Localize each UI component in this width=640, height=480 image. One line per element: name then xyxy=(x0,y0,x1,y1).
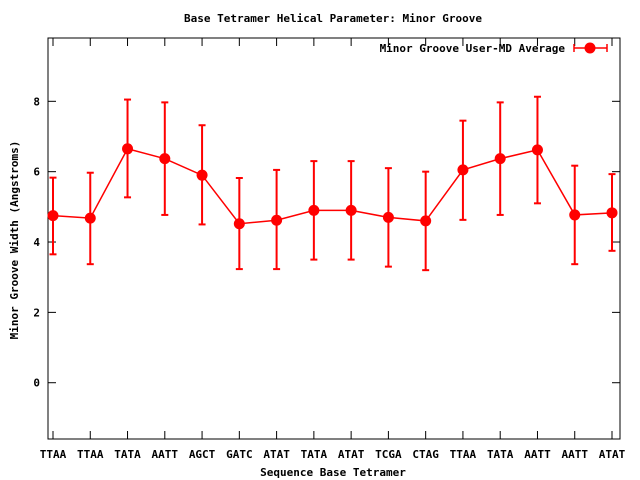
x-tick-label: TCGA xyxy=(375,448,402,461)
x-tick-label: AATT xyxy=(524,448,551,461)
data-point xyxy=(569,209,581,221)
data-point xyxy=(308,204,320,216)
y-tick-label: 6 xyxy=(33,166,40,179)
y-tick-label: 2 xyxy=(33,306,40,319)
x-tick-label: ATAT xyxy=(263,448,290,461)
data-point xyxy=(233,218,245,230)
series-layer xyxy=(47,95,618,272)
x-tick-label: TTAA xyxy=(450,448,477,461)
data-point xyxy=(457,164,469,176)
y-axis-label: Minor Groove Width (Angstroms) xyxy=(8,141,21,340)
legend-marker xyxy=(584,42,596,54)
data-point xyxy=(84,212,96,224)
x-tick-label: TTAA xyxy=(40,448,67,461)
data-point xyxy=(345,204,357,216)
x-tick-label: ATAT xyxy=(338,448,365,461)
x-tick-label: ATAT xyxy=(599,448,626,461)
series-line xyxy=(52,147,613,225)
x-axis-label: Sequence Base Tetramer xyxy=(260,466,406,479)
x-tick-label: GATC xyxy=(226,448,253,461)
x-tick-label: TATA xyxy=(114,448,141,461)
plot-frame xyxy=(47,37,621,440)
legend-label: Minor Groove User-MD Average xyxy=(380,42,566,55)
data-point xyxy=(196,169,208,181)
data-point xyxy=(159,153,171,165)
data-point xyxy=(494,153,506,165)
data-point xyxy=(606,207,618,219)
y-tick-label: 4 xyxy=(33,236,40,249)
x-axis: TTAA TTAA TATA AATT AGCT GATC ATAT TATA ATAT TCGA… xyxy=(40,38,626,461)
x-tick-label: TATA xyxy=(301,448,328,461)
x-tick-label: TATA xyxy=(487,448,514,461)
x-tick-label: CTAG xyxy=(412,448,439,461)
chart-title: Base Tetramer Helical Parameter: Minor G… xyxy=(184,12,482,25)
data-point xyxy=(531,144,543,156)
x-tick-label: AATT xyxy=(152,448,179,461)
y-tick-label: 8 xyxy=(33,95,40,108)
x-tick-label: TTAA xyxy=(77,448,104,461)
data-point xyxy=(47,210,59,222)
x-tick-label: AATT xyxy=(561,448,588,461)
data-point xyxy=(382,211,394,223)
y-axis: 0 2 4 6 8 xyxy=(33,95,620,390)
legend: Minor Groove User-MD Average xyxy=(380,42,608,55)
data-point xyxy=(420,215,432,227)
x-tick-label: AGCT xyxy=(189,448,216,461)
data-point xyxy=(271,214,283,226)
y-tick-label: 0 xyxy=(33,377,40,390)
data-point xyxy=(122,143,134,155)
